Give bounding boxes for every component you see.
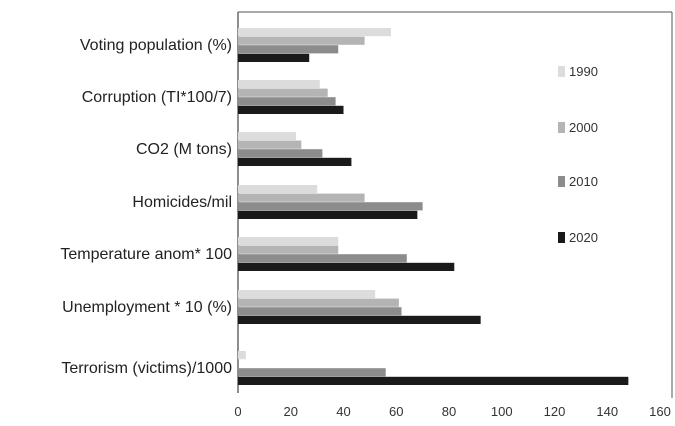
bar-2000-1	[238, 88, 328, 97]
bar-1990-5	[238, 290, 376, 299]
bar-2010-6	[238, 368, 386, 377]
bar-2020-4	[238, 262, 455, 271]
bar-2020-6	[238, 376, 629, 385]
category-label: Temperature anom* 100	[60, 246, 232, 263]
bar-2020-2	[238, 157, 352, 166]
category-label: Unemployment * 10 (%)	[62, 299, 232, 316]
x-tick-label: 100	[491, 404, 513, 419]
category-label: Voting population (%)	[80, 37, 232, 54]
category-label: Homicides/mil	[132, 194, 232, 211]
bar-2010-1	[238, 97, 336, 106]
bar-2020-3	[238, 210, 418, 219]
bar-1990-3	[238, 185, 318, 194]
bar-2000-5	[238, 298, 399, 307]
legend-label-2010: 2010	[569, 174, 598, 189]
bar-2010-2	[238, 149, 323, 158]
bar-2000-3	[238, 193, 365, 202]
category-label: Corruption (TI*100/7)	[82, 89, 232, 106]
bar-2010-0	[238, 45, 339, 54]
x-tick-label: 40	[336, 404, 350, 419]
bar-1990-0	[238, 28, 391, 37]
bar-2020-1	[238, 105, 344, 114]
bar-1990-1	[238, 80, 320, 89]
x-tick-label: 80	[442, 404, 456, 419]
legend-swatch-2010	[558, 176, 565, 187]
x-tick-label: 120	[544, 404, 566, 419]
bar-2000-4	[238, 245, 339, 254]
bar-2010-5	[238, 307, 402, 316]
legend-label-1990: 1990	[569, 64, 598, 79]
legend-swatch-2000	[558, 122, 565, 133]
bar-2010-3	[238, 202, 423, 211]
x-tick-label: 60	[389, 404, 403, 419]
x-tick-label: 0	[234, 404, 241, 419]
bar-2020-5	[238, 315, 481, 324]
bar-2020-0	[238, 53, 310, 62]
bar-2000-0	[238, 36, 365, 45]
bar-1990-6	[238, 351, 246, 360]
category-label: Terrorism (victims)/1000	[61, 360, 232, 377]
bar-1990-4	[238, 237, 339, 246]
bar-2010-4	[238, 254, 407, 263]
x-tick-label: 160	[649, 404, 671, 419]
legend-label-2020: 2020	[569, 230, 598, 245]
bar-1990-2	[238, 132, 297, 141]
x-tick-label: 20	[284, 404, 298, 419]
bar-2000-2	[238, 140, 302, 149]
category-label: CO2 (M tons)	[136, 141, 232, 158]
legend-swatch-2020	[558, 232, 565, 243]
legend-swatch-1990	[558, 66, 565, 77]
legend-label-2000: 2000	[569, 120, 598, 135]
x-tick-label: 140	[596, 404, 618, 419]
